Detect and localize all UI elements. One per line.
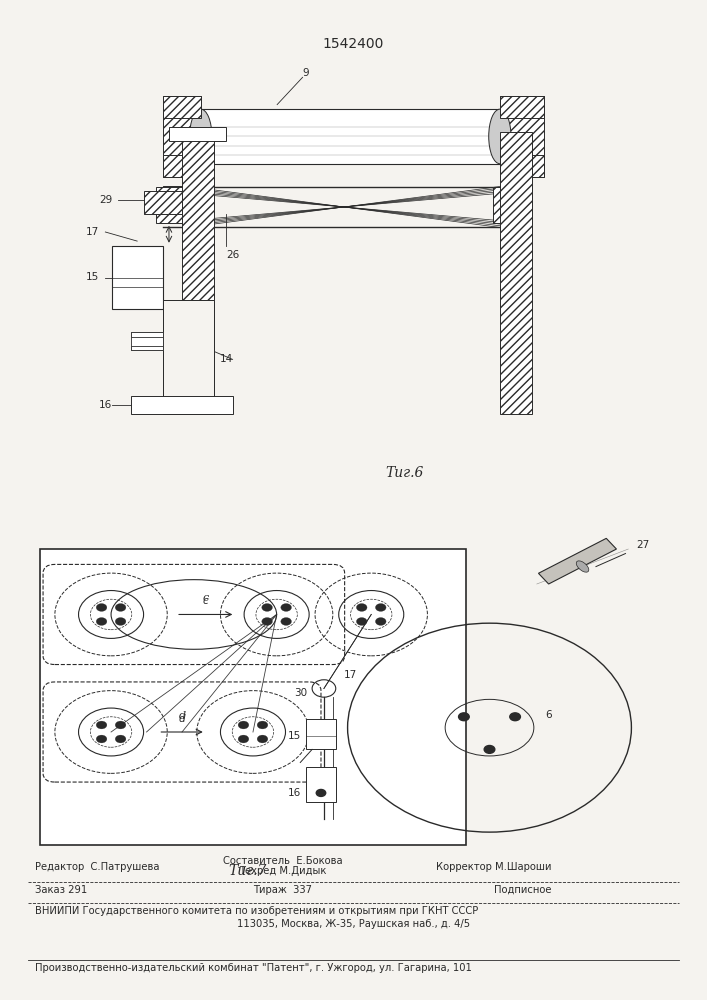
Circle shape (356, 604, 367, 611)
Bar (112, 246, 163, 309)
Bar (163, 155, 201, 177)
Bar (144, 191, 182, 214)
Text: 26: 26 (226, 250, 240, 260)
Text: c: c (203, 596, 209, 606)
Text: Корректор М.Шароши: Корректор М.Шароши (436, 862, 551, 872)
Circle shape (375, 604, 386, 611)
Bar (306, 767, 336, 802)
Bar (163, 300, 214, 414)
Text: Заказ 291: Заказ 291 (35, 885, 88, 895)
Circle shape (238, 735, 249, 743)
Bar (500, 96, 544, 177)
Circle shape (262, 618, 272, 625)
Circle shape (510, 713, 520, 721)
Circle shape (96, 604, 107, 611)
Text: d: d (179, 714, 185, 724)
Circle shape (96, 735, 107, 743)
Bar (500, 186, 525, 214)
Text: Редактор  С.Патрушева: Редактор С.Патрушева (35, 862, 160, 872)
Polygon shape (539, 538, 617, 584)
Circle shape (257, 735, 268, 743)
Circle shape (96, 618, 107, 625)
Bar (169, 127, 226, 141)
Text: 16: 16 (99, 400, 112, 410)
Circle shape (238, 721, 249, 729)
Bar (500, 155, 544, 177)
Bar (163, 300, 214, 414)
Bar (201, 109, 500, 164)
Text: Техред М.Дидык: Техред М.Дидык (239, 866, 327, 876)
Circle shape (356, 618, 367, 625)
Bar (306, 719, 336, 749)
Text: 27: 27 (636, 540, 650, 550)
Text: Составитель  Е.Бокова: Составитель Е.Бокова (223, 856, 343, 866)
Bar (182, 132, 214, 414)
Bar (500, 132, 532, 414)
Circle shape (375, 618, 386, 625)
Bar (493, 187, 532, 223)
Text: 15: 15 (288, 731, 301, 741)
Circle shape (281, 604, 291, 611)
Text: 6: 6 (545, 710, 552, 720)
Bar (163, 96, 201, 177)
Text: Производственно-издательский комбинат "Патент", г. Ужгород, ул. Гагарина, 101: Производственно-издательский комбинат "П… (35, 963, 472, 973)
Ellipse shape (489, 109, 511, 164)
Circle shape (257, 721, 268, 729)
Ellipse shape (576, 561, 589, 572)
Bar (500, 96, 544, 118)
Bar (163, 186, 188, 214)
Text: Τиг.6: Τиг.6 (385, 466, 423, 480)
Bar (40, 549, 466, 845)
Bar (156, 187, 188, 223)
Text: 30: 30 (293, 688, 307, 698)
Bar (131, 396, 233, 414)
Circle shape (316, 789, 326, 796)
Circle shape (115, 735, 126, 743)
Text: 29: 29 (99, 195, 112, 205)
Text: 1542400: 1542400 (323, 37, 384, 51)
Circle shape (115, 604, 126, 611)
Text: 113035, Москва, Ж-35, Раушская наб., д. 4/5: 113035, Москва, Ж-35, Раушская наб., д. … (237, 919, 470, 929)
Circle shape (262, 604, 272, 611)
Text: 17: 17 (86, 227, 100, 237)
Text: 15: 15 (86, 272, 100, 282)
Text: 16: 16 (288, 788, 301, 798)
Circle shape (281, 618, 291, 625)
Bar (131, 346, 163, 350)
Circle shape (115, 721, 126, 729)
Text: Тираж  337: Тираж 337 (253, 885, 312, 895)
Bar (131, 332, 163, 337)
Text: c: c (202, 593, 209, 603)
Circle shape (115, 618, 126, 625)
Text: Τиг.7: Τиг.7 (228, 864, 267, 878)
Circle shape (484, 745, 495, 753)
Text: Подписное: Подписное (494, 885, 551, 895)
Text: 14: 14 (220, 354, 233, 364)
Text: d: d (178, 711, 185, 721)
Bar (131, 332, 163, 350)
Text: 9: 9 (303, 68, 309, 78)
Circle shape (96, 721, 107, 729)
Ellipse shape (189, 109, 212, 164)
Text: 17: 17 (344, 670, 357, 680)
Bar (163, 96, 201, 118)
Text: ВНИИПИ Государственного комитета по изобретениям и открытиям при ГКНТ СССР: ВНИИПИ Государственного комитета по изоб… (35, 906, 479, 916)
Circle shape (459, 713, 469, 721)
